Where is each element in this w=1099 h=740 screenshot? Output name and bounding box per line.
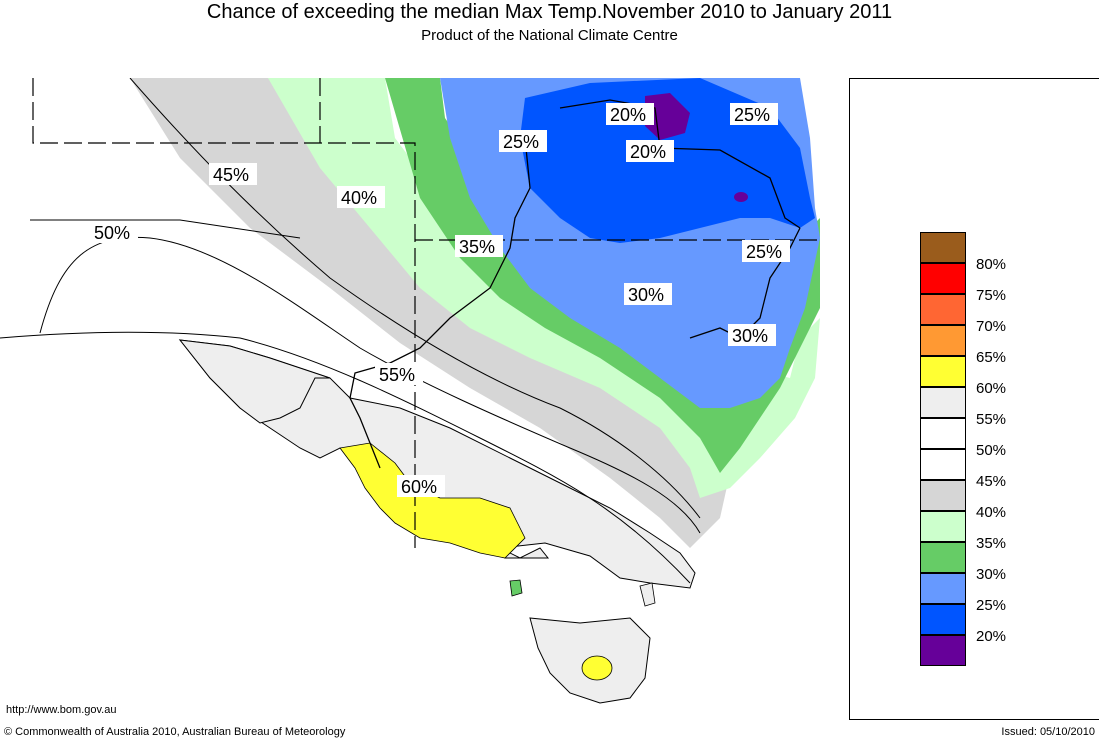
legend-label: 45% bbox=[976, 473, 1007, 490]
contour-label-35: 35% bbox=[459, 237, 495, 257]
contour-label-50: 50% bbox=[94, 223, 130, 243]
land-south-mainland bbox=[178, 339, 696, 589]
legend-label: 40% bbox=[976, 504, 1007, 521]
legend-swatch bbox=[920, 449, 966, 480]
tasmania-60-yellow bbox=[581, 655, 613, 681]
legend-swatch bbox=[920, 511, 966, 542]
contour-label-group: 20% 20% 25% 25% 25% 30% 30% 35% 40% 45% … bbox=[90, 103, 790, 497]
contour-label-30-central: 30% bbox=[628, 285, 664, 305]
contour-label-25-east: 25% bbox=[746, 242, 782, 262]
legend-swatch bbox=[920, 604, 966, 635]
king-island bbox=[509, 579, 523, 597]
legend-label: 30% bbox=[976, 566, 1007, 583]
footer-url[interactable]: http://www.bom.gov.au bbox=[6, 704, 117, 716]
legend-label: 20% bbox=[976, 628, 1007, 645]
legend-swatch bbox=[920, 418, 966, 449]
contour-label-20-north: 20% bbox=[610, 105, 646, 125]
contour-label-30-east: 30% bbox=[732, 326, 768, 346]
band-20-purple-spot bbox=[734, 192, 748, 202]
legend-label: 80% bbox=[976, 256, 1007, 273]
legend-label: 70% bbox=[976, 318, 1007, 335]
legend-swatch bbox=[920, 542, 966, 573]
band-45-gray bbox=[130, 78, 730, 548]
legend-swatch bbox=[920, 263, 966, 294]
legend-label: 50% bbox=[976, 442, 1007, 459]
contour-label-25-west: 25% bbox=[503, 132, 539, 152]
legend-swatch bbox=[920, 294, 966, 325]
legend-label: 60% bbox=[976, 380, 1007, 397]
flinders-island bbox=[639, 582, 656, 607]
map-subtitle: Product of the National Climate Centre bbox=[421, 27, 678, 44]
probability-map[interactable]: 20% 20% 25% 25% 25% 30% 30% 35% 40% 45% … bbox=[0, 78, 850, 720]
contour-label-40: 40% bbox=[341, 188, 377, 208]
legend-swatch bbox=[920, 356, 966, 387]
contour-label-45: 45% bbox=[213, 165, 249, 185]
legend-swatch bbox=[920, 635, 966, 666]
legend-swatch bbox=[920, 573, 966, 604]
legend-label: 75% bbox=[976, 287, 1007, 304]
contour-label-60: 60% bbox=[401, 477, 437, 497]
legend-swatch bbox=[920, 480, 966, 511]
contour-label-55: 55% bbox=[379, 365, 415, 385]
contour-label-20-central: 20% bbox=[630, 142, 666, 162]
legend-swatch bbox=[920, 232, 966, 263]
legend-swatch bbox=[920, 325, 966, 356]
footer-issued-date: Issued: 05/10/2010 bbox=[1001, 726, 1095, 738]
legend-label: 55% bbox=[976, 411, 1007, 428]
legend-swatch bbox=[920, 387, 966, 418]
map-title: Chance of exceeding the median Max Temp.… bbox=[206, 1, 893, 23]
legend-label: 65% bbox=[976, 349, 1007, 366]
map-canvas: 20% 20% 25% 25% 25% 30% 30% 35% 40% 45% … bbox=[0, 78, 849, 720]
footer-copyright: © Commonwealth of Australia 2010, Austra… bbox=[4, 726, 346, 738]
legend-label: 35% bbox=[976, 535, 1007, 552]
band-20-purple bbox=[645, 93, 690, 140]
legend-label: 25% bbox=[976, 597, 1007, 614]
contour-label-25-northeast: 25% bbox=[734, 105, 770, 125]
land-gulf-coast bbox=[178, 339, 331, 424]
